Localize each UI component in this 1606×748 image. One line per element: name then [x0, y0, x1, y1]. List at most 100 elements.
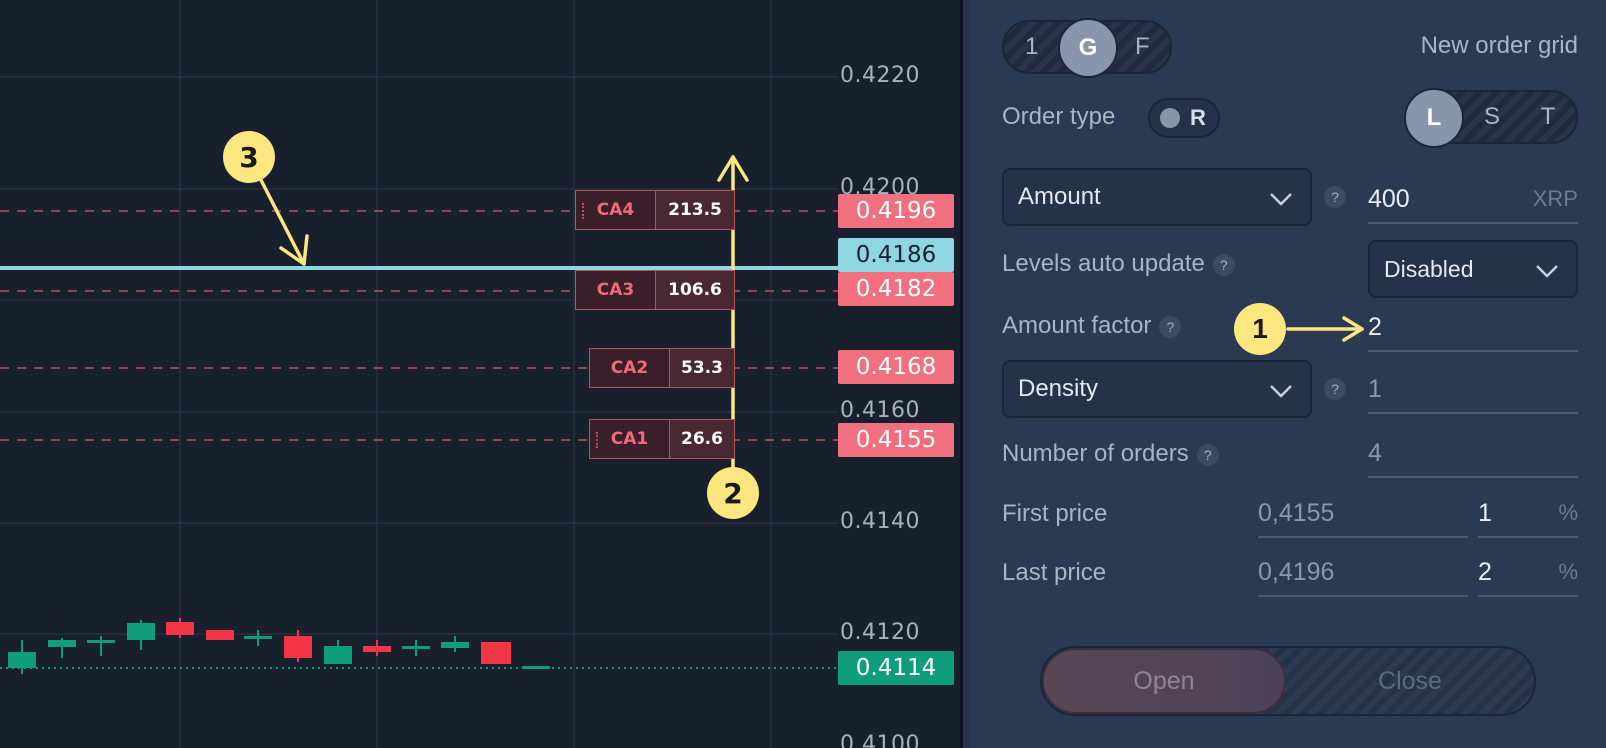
mode-switch-knob[interactable]: G: [1058, 18, 1118, 78]
amount-unit: XRP: [1532, 186, 1578, 211]
candle-up: [8, 652, 36, 668]
order-type-toggle[interactable]: R: [1148, 98, 1220, 138]
axis-label: 0.4100: [840, 732, 920, 748]
density-select[interactable]: Density: [1002, 360, 1312, 418]
chevron-down-icon: [1536, 265, 1558, 278]
candle-up: [48, 640, 76, 647]
candle-down: [206, 630, 234, 640]
price-tag-ca3: 0.4182: [838, 272, 954, 306]
side-switch-knob[interactable]: L: [1404, 88, 1464, 148]
candle-down: [363, 646, 391, 652]
last-price-percent: 2: [1478, 557, 1492, 586]
order-grid-panel: 1 G F G New order grid Order type R L S …: [970, 0, 1606, 748]
arrow-3-line: [259, 178, 306, 266]
toggle-dot: [1160, 108, 1180, 128]
levels-auto-update-label: Levels auto update?: [1002, 250, 1235, 278]
candle-down: [166, 622, 194, 635]
levels-auto-update-select[interactable]: Disabled: [1368, 240, 1578, 298]
order-label: CA4: [576, 191, 656, 229]
arrow-3-head: [279, 234, 309, 266]
order-tag-ca2[interactable]: CA2 53.3: [589, 348, 735, 388]
axis-label: 0.4220: [840, 63, 920, 88]
axis-label: 0.4120: [840, 620, 920, 645]
drag-handle-icon[interactable]: [582, 203, 585, 219]
last-price-input[interactable]: 0,4196: [1258, 549, 1468, 597]
callout-3: 3: [223, 131, 275, 183]
order-amount: 213.5: [656, 191, 734, 229]
side-option-t[interactable]: T: [1540, 103, 1556, 130]
order-label: CA1: [590, 420, 670, 458]
candle-up: [324, 646, 352, 664]
price-chart[interactable]: 0.4220 0.4200 0.4180 0.4160 0.4140 0.412…: [0, 0, 960, 748]
arrow-1: [1286, 316, 1364, 342]
candle-down: [284, 636, 312, 658]
candle-down: [481, 642, 511, 664]
close-button[interactable]: Close: [1378, 666, 1442, 695]
mode-option-1[interactable]: 1: [1024, 33, 1039, 60]
mode-switch[interactable]: 1 G F G: [1002, 18, 1172, 78]
help-icon[interactable]: ?: [1324, 378, 1346, 400]
price-tag-ca4: 0.4196: [838, 194, 954, 228]
first-price-label: First price: [1002, 500, 1108, 527]
axis-label: 0.4160: [840, 398, 920, 423]
drag-handle-icon[interactable]: [596, 432, 599, 448]
number-of-orders-input[interactable]: 4: [1368, 430, 1578, 478]
price-tag-ca2: 0.4168: [838, 350, 954, 384]
amount-value: 400: [1368, 184, 1410, 213]
order-label-text: CA1: [610, 429, 649, 449]
order-amount: 106.6: [656, 271, 734, 309]
arrow-2-head: [717, 155, 749, 182]
candle-up: [522, 666, 550, 669]
callout-2: 2: [707, 467, 759, 519]
panel-title: New order grid: [1420, 32, 1578, 59]
mode-option-f[interactable]: F: [1134, 33, 1150, 60]
chevron-down-icon: [1270, 193, 1292, 206]
help-icon[interactable]: ?: [1196, 443, 1219, 466]
candle-up: [441, 642, 469, 648]
density-select-value: Density: [1018, 375, 1099, 402]
order-tag-ca3[interactable]: CA3 106.6: [575, 270, 735, 310]
axis-label: 0.4140: [840, 509, 920, 534]
side-switch[interactable]: L S T L: [1404, 88, 1578, 148]
amount-factor-label: Amount factor?: [1002, 312, 1182, 340]
first-price-input[interactable]: 0,4155: [1258, 490, 1468, 538]
order-amount: 26.6: [670, 420, 734, 458]
amount-select[interactable]: Amount: [1002, 168, 1312, 226]
candle-up: [244, 636, 272, 639]
side-option-s[interactable]: S: [1483, 103, 1500, 130]
order-label: CA3: [576, 271, 656, 309]
candle-up: [87, 640, 115, 643]
open-button[interactable]: Open: [1042, 648, 1286, 714]
toggle-text: R: [1190, 105, 1206, 130]
levels-auto-update-value: Disabled: [1384, 255, 1474, 282]
amount-factor-input[interactable]: 2: [1368, 304, 1578, 352]
help-icon[interactable]: ?: [1159, 315, 1182, 338]
candle-up: [127, 623, 155, 640]
price-tag-current: 0.4186: [838, 238, 954, 272]
help-icon[interactable]: ?: [1212, 253, 1235, 276]
panel-divider[interactable]: [960, 0, 970, 748]
percent-unit: %: [1558, 559, 1578, 584]
price-tag-last: 0.4114: [838, 651, 954, 685]
order-label: CA2: [590, 349, 670, 387]
chevron-down-icon: [1270, 385, 1292, 398]
order-tag-ca4[interactable]: CA4 213.5: [575, 190, 735, 230]
order-tag-ca1[interactable]: CA1 26.6: [589, 419, 735, 459]
order-label-text: CA4: [596, 200, 635, 220]
number-of-orders-text: Number of orders: [1002, 440, 1189, 467]
callout-1: 1: [1234, 303, 1286, 355]
first-price-percent: 1: [1478, 498, 1492, 527]
help-icon[interactable]: ?: [1324, 186, 1346, 208]
candle-up: [402, 646, 430, 649]
density-input[interactable]: 1: [1368, 366, 1578, 414]
levels-auto-update-text: Levels auto update: [1002, 250, 1205, 277]
first-price-percent-input[interactable]: 1 %: [1478, 490, 1578, 538]
amount-input[interactable]: 400 XRP: [1368, 176, 1578, 224]
last-price-percent-input[interactable]: 2 %: [1478, 549, 1578, 597]
amount-select-value: Amount: [1018, 183, 1101, 210]
last-price-label: Last price: [1002, 559, 1107, 586]
percent-unit: %: [1558, 500, 1578, 525]
order-amount: 53.3: [670, 349, 734, 387]
price-tag-ca1: 0.4155: [838, 423, 954, 457]
